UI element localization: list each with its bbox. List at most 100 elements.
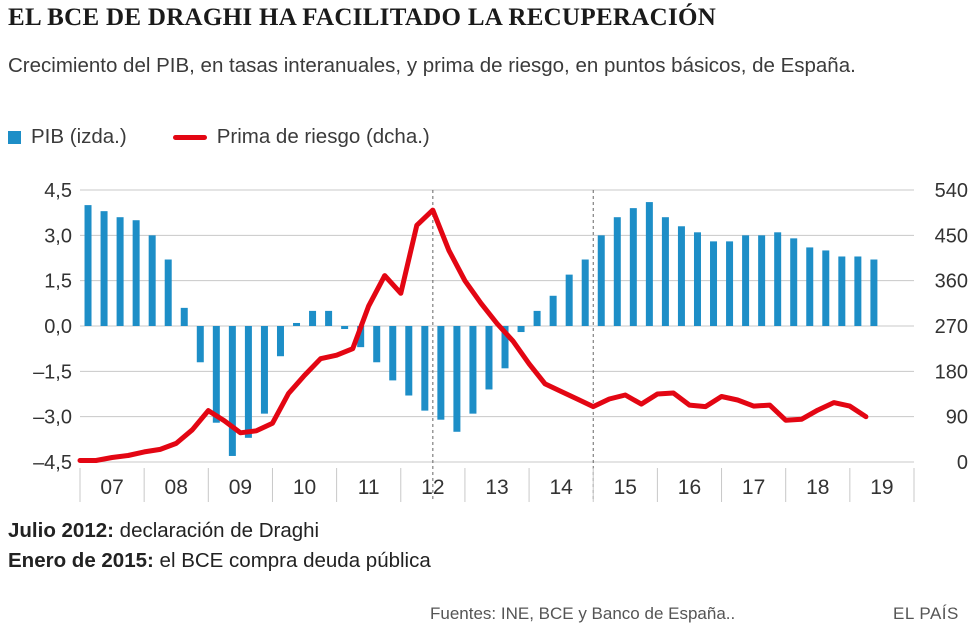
note-draghi-text: declaración de Draghi [113,519,320,542]
legend-bar-label: PIB (izda.) [31,125,127,148]
legend-bar-swatch [8,130,21,144]
pib-bar [485,326,493,390]
legend-line-label: Prima de riesgo (dcha.) [216,125,430,148]
risk-premium-line [77,207,869,463]
pib-bar [341,326,349,330]
pib-bar [790,238,798,326]
pib-bar [758,235,766,326]
pib-bar [212,326,220,423]
pib-bar [661,217,669,326]
chart-subtitle: Crecimiento del PIB, en tasas interanual… [8,54,856,77]
right-tick-label: 360 [935,271,968,293]
chart-title: EL BCE DE DRAGHI HA FACILITADO LA RECUPE… [8,4,717,31]
pib-bar [260,326,268,414]
note-draghi-key: Julio 2012: [8,519,114,542]
pib-bar [84,205,92,326]
right-tick-label: 0 [957,452,968,474]
pib-bar [453,326,461,432]
right-axis-ticks: 540 450 360 270 180 90 0 [935,180,968,474]
x-tick-label: 19 [870,476,893,499]
pib-bar [100,211,108,326]
pib-bars [84,202,878,456]
pib-bar [549,295,557,326]
x-tick-label: 11 [358,476,380,499]
x-tick-label: 12 [421,476,444,499]
note-bce: Enero de 2015: el BCE compra deuda públi… [8,546,431,576]
pib-bar [309,310,317,326]
pib-bar [613,217,621,326]
pib-bar [726,241,734,326]
pib-bar [228,326,236,456]
pib-bar [437,326,445,420]
right-tick-label: 90 [946,407,968,429]
right-tick-label: 270 [935,316,968,338]
reference-lines [432,190,594,502]
left-tick-label: –3,0 [33,407,72,429]
pib-bar [389,326,397,381]
right-tick-label: 180 [935,361,968,383]
pib-bar [116,217,124,326]
pib-bar [710,241,718,326]
left-tick-label: –1,5 [33,361,72,383]
pib-bar [533,310,541,326]
sources: Fuentes: INE, BCE y Banco de España.. [430,604,736,623]
brand-logo: EL PAÍS [893,604,959,623]
left-tick-label: 1,5 [44,271,72,293]
left-tick-label: 4,5 [44,180,72,202]
combo-chart: 07 08 09 10 11 12 13 14 15 16 17 18 19 4,5 3,0 1,5 0,0 –… [33,180,968,502]
x-tick-label: 08 [165,476,188,499]
legend: PIB (izda.) Prima de riesgo (dcha.) [8,124,430,150]
pib-bar [517,326,525,333]
left-tick-label: –4,5 [33,452,72,474]
x-tick-label: 10 [293,476,316,499]
pib-bar [373,326,381,363]
pib-bar [276,326,284,357]
pib-bar [132,220,140,326]
x-tick-label: 09 [229,476,252,499]
x-tick-label: 18 [806,476,829,499]
pib-bar [164,259,172,326]
x-tick-label: 15 [614,476,637,499]
pib-bar [148,235,156,326]
pib-bar [196,326,204,363]
x-axis: 07 08 09 10 11 12 13 14 15 16 17 18 19 [79,468,915,502]
pib-bar [693,232,701,326]
pib-bar [405,326,413,396]
pib-bar [581,259,589,326]
pib-bar [645,202,653,326]
pib-bar [822,250,830,326]
x-tick-label: 17 [742,476,765,499]
pib-bar [870,259,878,326]
right-tick-label: 540 [935,180,968,202]
pib-bar [854,256,862,326]
pib-bar [565,274,573,326]
pib-bar [501,326,509,369]
left-tick-label: 3,0 [44,225,72,247]
x-tick-label: 14 [549,476,573,499]
left-tick-label: 0,0 [44,316,72,338]
pib-bar [421,326,429,411]
pib-bar [742,235,750,326]
legend-line-swatch [172,134,207,140]
x-tick-label: 07 [100,476,123,499]
pib-bar [774,232,782,326]
note-bce-key: Enero de 2015: [8,549,154,572]
pib-bar [838,256,846,326]
right-tick-label: 450 [935,225,968,247]
left-axis-ticks: 4,5 3,0 1,5 0,0 –1,5 –3,0 –4,5 [33,180,72,474]
pib-bar [597,235,605,326]
pib-bar [469,326,477,414]
note-draghi: Julio 2012: declaración de Draghi [8,516,431,546]
pib-bar [677,226,685,326]
note-bce-text: el BCE compra deuda pública [153,549,431,572]
x-tick-label: 13 [485,476,508,499]
pib-bar [806,247,814,326]
pib-bar [180,307,188,326]
annotations: Julio 2012: declaración de Draghi Enero … [8,516,431,576]
pib-bar [244,326,252,438]
pib-bar [629,208,637,326]
pib-bar [357,326,365,348]
risk-premium-polyline [77,207,869,463]
pib-bar [293,322,301,326]
x-tick-label: 16 [678,476,701,499]
